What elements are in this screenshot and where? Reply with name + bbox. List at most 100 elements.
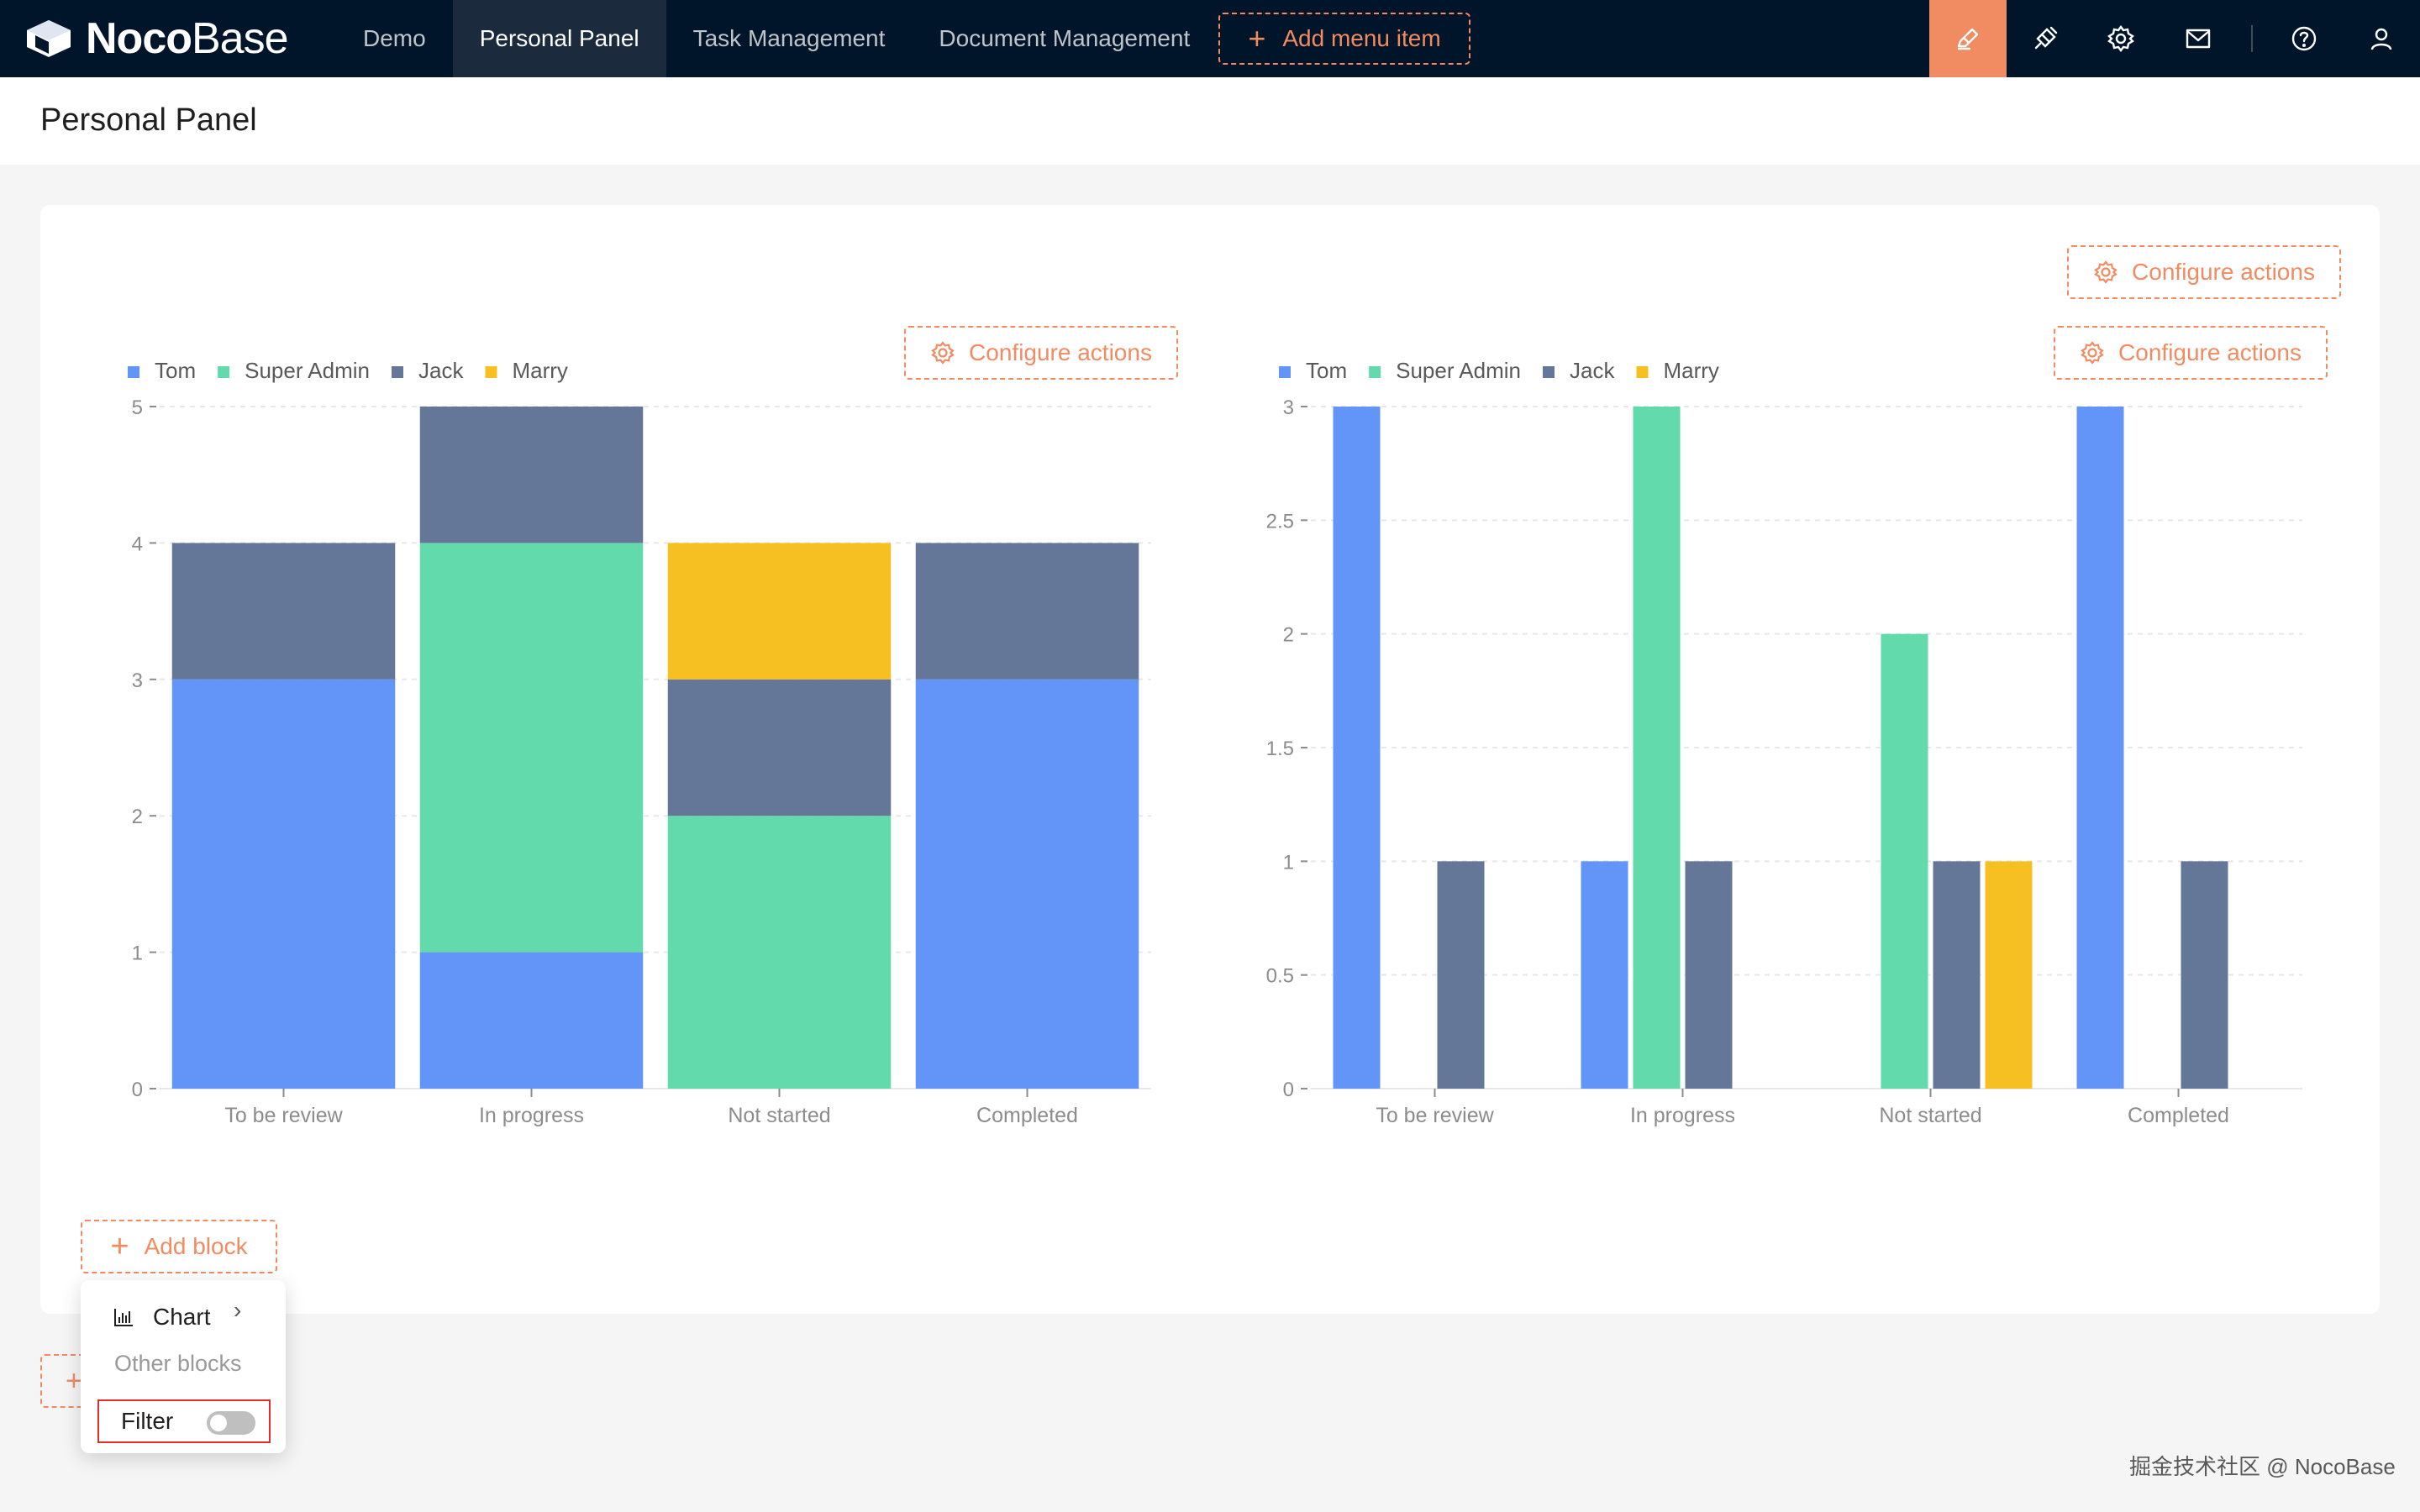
legend-label[interactable]: Tom bbox=[1306, 358, 1347, 383]
legend-label[interactable]: Jack bbox=[418, 358, 464, 383]
help-icon bbox=[2291, 26, 2317, 51]
legend-swatch-super-admin[interactable] bbox=[218, 366, 230, 378]
y-tick-label: 0 bbox=[1283, 1079, 1294, 1101]
configure-actions-button-chart-2[interactable]: Configure actions bbox=[2054, 326, 2328, 380]
legend-label[interactable]: Super Admin bbox=[245, 358, 370, 383]
dropdown-item-filter-label: Filter bbox=[121, 1408, 174, 1434]
bar-tom[interactable] bbox=[419, 952, 644, 1089]
grouped-bar-chart: Tom Super Admin Jack Marry 0 0.5 1 1.5 2 2.5 3 To b… bbox=[1266, 358, 2302, 1127]
bar-chart-icon bbox=[114, 1309, 133, 1326]
legend-swatch-jack[interactable] bbox=[1543, 366, 1555, 378]
page-title: Personal Panel bbox=[40, 102, 257, 138]
menu-item-document-management[interactable]: Document Management bbox=[939, 25, 1191, 51]
y-tick-label: 4 bbox=[132, 533, 143, 555]
bar-jack[interactable] bbox=[171, 543, 396, 680]
menu-item-task-management[interactable]: Task Management bbox=[692, 25, 886, 51]
bar-super-admin[interactable] bbox=[1633, 407, 1681, 1089]
gear-icon bbox=[2094, 260, 2118, 284]
configure-actions-button-block[interactable]: Configure actions bbox=[2067, 245, 2341, 299]
user-menu-button[interactable] bbox=[2343, 0, 2420, 77]
plugin-manager-button[interactable] bbox=[2007, 0, 2084, 77]
bar-jack[interactable] bbox=[1933, 861, 1981, 1089]
legend-label[interactable]: Marry bbox=[1663, 358, 1718, 383]
configure-actions-label: Configure actions bbox=[2118, 339, 2302, 365]
x-tick-label: Completed bbox=[976, 1104, 1078, 1127]
x-tick-label: To be review bbox=[224, 1104, 343, 1127]
bar-tom[interactable] bbox=[2076, 407, 2124, 1089]
legend-swatch-super-admin[interactable] bbox=[1369, 366, 1381, 378]
nocobase-logo[interactable]: NocoBase bbox=[24, 13, 289, 64]
bar-tom[interactable] bbox=[1581, 861, 1628, 1089]
add-block-label: Add block bbox=[144, 1233, 248, 1259]
bar-jack[interactable] bbox=[667, 679, 892, 816]
mail-button[interactable] bbox=[2160, 0, 2237, 77]
main-menu: Demo Personal Panel Task Management Docu… bbox=[336, 0, 1217, 77]
bar-jack[interactable] bbox=[419, 407, 644, 543]
plus-icon: + bbox=[110, 1228, 129, 1264]
y-tick-label: 1 bbox=[1283, 851, 1294, 874]
x-tick-label: Not started bbox=[1879, 1104, 1981, 1127]
legend-swatch-tom[interactable] bbox=[128, 366, 139, 378]
menu-item-demo[interactable]: Demo bbox=[363, 25, 426, 51]
settings-button[interactable] bbox=[2082, 0, 2160, 77]
chevron-right-icon: › bbox=[234, 1297, 242, 1323]
y-tick-label: 1.5 bbox=[1266, 738, 1294, 760]
legend-swatch-marry[interactable] bbox=[485, 366, 497, 378]
top-navigation-bar: NocoBase Demo Personal Panel Task Manage… bbox=[0, 0, 2420, 77]
user-icon bbox=[2370, 28, 2392, 50]
gear-icon bbox=[931, 341, 955, 365]
filter-toggle-switch[interactable] bbox=[207, 1411, 255, 1435]
bar-tom[interactable] bbox=[915, 679, 1139, 1089]
add-block-button[interactable]: + Add block bbox=[81, 1220, 277, 1273]
bar-jack[interactable] bbox=[1437, 861, 1485, 1089]
ui-editor-button[interactable] bbox=[1929, 0, 2007, 77]
dropdown-item-chart[interactable]: Chart › bbox=[113, 1297, 264, 1337]
bar-super-admin[interactable] bbox=[419, 543, 644, 953]
legend-label[interactable]: Jack bbox=[1570, 358, 1615, 383]
legend-label[interactable]: Tom bbox=[155, 358, 196, 383]
y-tick-label: 5 bbox=[132, 396, 143, 419]
gear-icon bbox=[2081, 341, 2104, 365]
ui-editor-icon bbox=[1957, 28, 1979, 50]
x-tick-label: Completed bbox=[2128, 1104, 2229, 1127]
legend-swatch-tom[interactable] bbox=[1279, 366, 1291, 378]
y-tick-label: 2 bbox=[132, 806, 143, 828]
bar-marry[interactable] bbox=[1985, 861, 2033, 1089]
legend-swatch-jack[interactable] bbox=[392, 366, 403, 378]
y-tick-label: 3 bbox=[132, 669, 143, 692]
bar-super-admin[interactable] bbox=[1881, 633, 1928, 1089]
y-tick-label: 2.5 bbox=[1266, 510, 1294, 533]
x-tick-label: In progress bbox=[479, 1104, 584, 1127]
y-tick-label: 0.5 bbox=[1266, 965, 1294, 988]
menu-item-personal-panel[interactable]: Personal Panel bbox=[452, 0, 666, 77]
configure-actions-label: Configure actions bbox=[969, 339, 1152, 365]
legend-label[interactable]: Marry bbox=[512, 358, 567, 383]
toggle-knob bbox=[210, 1415, 227, 1431]
x-tick-label: In progress bbox=[1630, 1104, 1735, 1127]
bar-jack[interactable] bbox=[2181, 861, 2228, 1089]
y-tick-label: 2 bbox=[1283, 624, 1294, 647]
help-button[interactable] bbox=[2265, 0, 2343, 77]
add-block-dropdown: Chart › Other blocks Filter bbox=[81, 1280, 286, 1453]
bar-tom[interactable] bbox=[1333, 407, 1381, 1089]
add-menu-item-button[interactable]: + Add menu item bbox=[1218, 13, 1470, 65]
legend-swatch-marry[interactable] bbox=[1636, 366, 1649, 378]
configure-actions-button-chart-1[interactable]: Configure actions bbox=[904, 326, 1178, 380]
stacked-bar-chart: Tom Super Admin Jack Marry 0 1 2 3 4 5 To be revie… bbox=[128, 358, 1151, 1127]
toolbar-divider bbox=[2251, 25, 2253, 52]
plugin-icon bbox=[2034, 26, 2058, 50]
configure-actions-label: Configure actions bbox=[2132, 259, 2315, 285]
dropdown-item-filter[interactable]: Filter bbox=[97, 1399, 271, 1443]
bar-jack[interactable] bbox=[915, 543, 1139, 680]
legend-label[interactable]: Super Admin bbox=[1396, 358, 1521, 383]
mail-icon bbox=[2186, 29, 2211, 49]
bar-marry[interactable] bbox=[667, 543, 892, 680]
x-tick-label: To be review bbox=[1376, 1104, 1494, 1127]
dropdown-group-title: Other blocks bbox=[114, 1351, 242, 1376]
add-menu-item-label: Add menu item bbox=[1282, 25, 1441, 51]
bar-jack[interactable] bbox=[1685, 861, 1733, 1089]
watermark: 掘金技术社区 @ NocoBase bbox=[2129, 1454, 2396, 1479]
bar-super-admin[interactable] bbox=[667, 816, 892, 1089]
settings-icon bbox=[2107, 25, 2134, 52]
bar-tom[interactable] bbox=[171, 679, 396, 1089]
